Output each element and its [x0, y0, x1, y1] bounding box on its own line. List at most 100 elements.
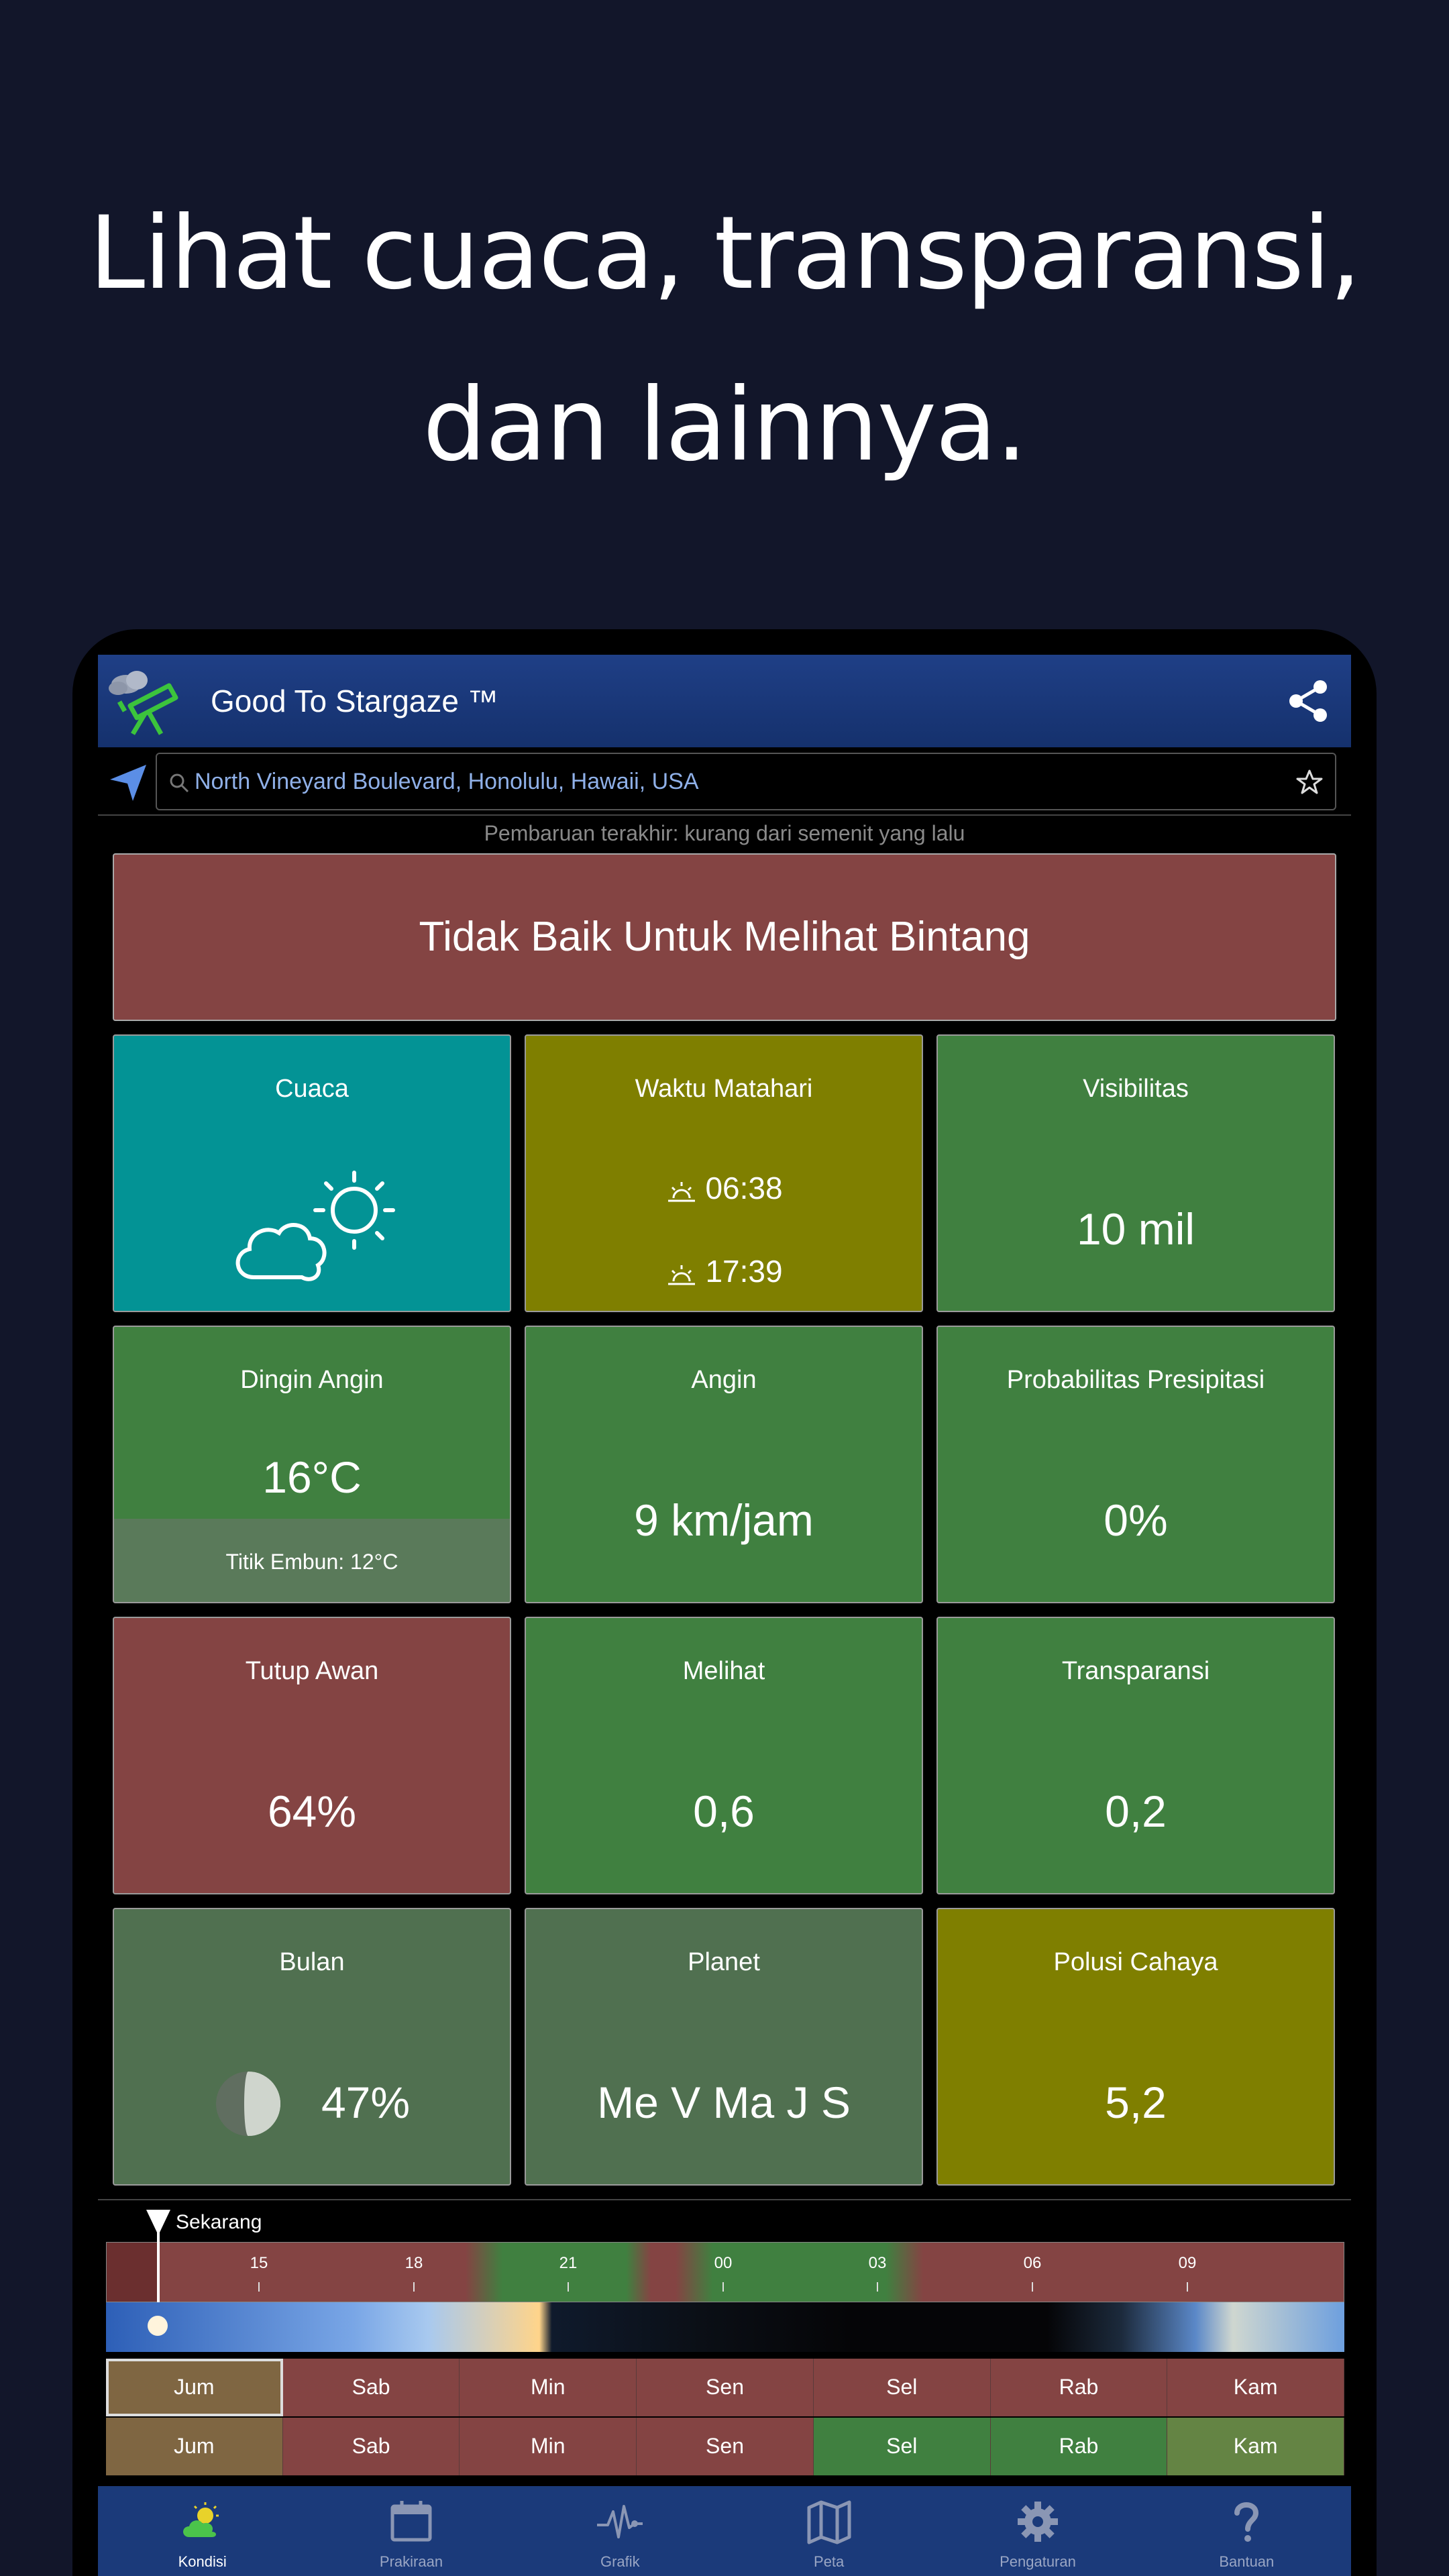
map-icon — [807, 2500, 851, 2544]
sun-times-label: Waktu Matahari — [635, 1075, 813, 1103]
timeline-tick-label: 00 — [714, 2254, 733, 2272]
transparency-tile[interactable]: Transparansi 0,2 — [936, 1617, 1335, 1894]
seeing-tile[interactable]: Melihat 0,6 — [525, 1617, 923, 1894]
headline: Lihat cuaca, transparansi, dan lainnya. — [0, 168, 1449, 511]
planets-value: Me V Ma J S — [597, 2078, 851, 2127]
help-icon — [1234, 2502, 1259, 2542]
moon-phase-icon — [216, 2072, 280, 2136]
sunrise-time: 06:38 — [705, 1171, 783, 1205]
precipitation-tile[interactable]: Probabilitas Presipitasi 0% — [936, 1326, 1335, 1603]
day-button[interactable]: Min — [460, 2418, 637, 2475]
weather-tile[interactable]: Cuaca — [113, 1034, 511, 1312]
stargazing-verdict-banner[interactable]: Tidak Baik Untuk Melihat Bintang — [113, 853, 1336, 1021]
wind-value: 9 km/jam — [634, 1495, 814, 1545]
now-line — [157, 2224, 160, 2352]
sun-position-icon — [148, 2316, 168, 2336]
day-button[interactable]: Rab — [990, 2418, 1168, 2475]
nav-label: Prakiraan — [379, 2553, 443, 2570]
telescope-logo-icon — [109, 671, 178, 735]
timeline-tick-label: 06 — [1023, 2254, 1042, 2272]
now-marker-icon[interactable] — [144, 2208, 173, 2238]
wind-chill-value: 16°C — [262, 1452, 362, 1502]
favorite-star-icon[interactable] — [1296, 769, 1323, 796]
nav-label: Grafik — [600, 2553, 640, 2570]
pulse-chart-icon — [597, 2505, 643, 2538]
sun-times-tile[interactable]: Waktu Matahari 06:38 17:39 — [525, 1034, 923, 1312]
location-search-value: North Vineyard Boulevard, Honolulu, Hawa… — [195, 769, 699, 794]
dew-point-text: Titik Embun: 12°C — [114, 1519, 510, 1602]
nav-tab-map[interactable]: Peta — [724, 2486, 933, 2576]
precipitation-value: 0% — [1104, 1495, 1168, 1545]
location-row: North Vineyard Boulevard, Honolulu, Hawa… — [98, 753, 1351, 813]
day-button[interactable]: Jum — [106, 2418, 283, 2475]
light-pollution-tile[interactable]: Polusi Cahaya 5,2 — [936, 1908, 1335, 2186]
visibility-label: Visibilitas — [1083, 1075, 1189, 1103]
app-bar: Good To Stargaze ™ — [98, 655, 1351, 747]
transparency-value: 0,2 — [1105, 1786, 1167, 1836]
app-title: Good To Stargaze ™ — [211, 684, 498, 718]
nav-tab-conditions[interactable]: Kondisi — [98, 2486, 307, 2576]
seeing-value: 0,6 — [693, 1786, 755, 1836]
day-button[interactable]: Min — [460, 2359, 637, 2416]
wind-tile[interactable]: Angin 9 km/jam — [525, 1326, 923, 1603]
now-label: Sekarang — [176, 2211, 262, 2233]
visibility-tile[interactable]: Visibilitas 10 mil — [936, 1034, 1335, 1312]
sunset-time: 17:39 — [705, 1254, 783, 1289]
seeing-label: Melihat — [682, 1657, 765, 1685]
precipitation-label: Probabilitas Presipitasi — [1006, 1366, 1265, 1394]
cloud-cover-tile[interactable]: Tutup Awan 64% — [113, 1617, 511, 1894]
moon-illumination-value: 47% — [321, 2078, 411, 2127]
headline-line-1: Lihat cuaca, transparansi, — [89, 195, 1362, 312]
visibility-value: 10 mil — [1076, 1204, 1195, 1254]
wind-label: Angin — [691, 1366, 757, 1394]
nav-tab-settings[interactable]: Pengaturan — [933, 2486, 1142, 2576]
wind-chill-tile[interactable]: Dingin Angin 16°C Titik Embun: 12°C — [113, 1326, 511, 1603]
cloud-cover-label: Tutup Awan — [245, 1657, 379, 1685]
nav-tab-forecast[interactable]: Prakiraan — [307, 2486, 515, 2576]
light-pollution-label: Polusi Cahaya — [1053, 1948, 1218, 1976]
day-button[interactable]: Kam — [1167, 2418, 1345, 2475]
timeline-tick — [413, 2282, 415, 2292]
day-selector-row-1: Jum Sab Min Sen Sel Rab Kam — [106, 2359, 1345, 2416]
planets-label: Planet — [688, 1948, 760, 1976]
day-button[interactable]: Rab — [990, 2359, 1168, 2416]
search-icon — [170, 773, 189, 793]
location-search-input[interactable]: North Vineyard Boulevard, Honolulu, Hawa… — [156, 753, 1336, 810]
nav-label: Bantuan — [1219, 2553, 1275, 2570]
day-button[interactable]: Sel — [813, 2359, 991, 2416]
sunset-icon — [668, 1265, 695, 1285]
partly-sunny-icon — [235, 1171, 395, 1281]
nav-tab-charts[interactable]: Grafik — [516, 2486, 724, 2576]
timeline-tick — [722, 2282, 724, 2292]
divider — [98, 2199, 1351, 2200]
sunrise-icon — [668, 1182, 695, 1202]
timeline-tick — [1032, 2282, 1033, 2292]
last-update-text: Pembaruan terakhir: kurang dari semenit … — [484, 821, 965, 845]
hourly-condition-band[interactable] — [106, 2242, 1344, 2302]
app-screen: Good To Stargaze ™ North Vineyard Boulev… — [98, 655, 1351, 2576]
weather-icon — [182, 2502, 219, 2537]
timeline-tick-label: 21 — [559, 2254, 578, 2272]
share-icon[interactable] — [1287, 679, 1331, 723]
timeline-tick — [568, 2282, 569, 2292]
headline-line-2: dan lainnya. — [423, 367, 1028, 484]
nav-label: Pengaturan — [1000, 2553, 1076, 2570]
day-button[interactable]: Sel — [813, 2418, 991, 2475]
nav-label: Peta — [814, 2553, 845, 2570]
transparency-label: Transparansi — [1061, 1657, 1210, 1685]
day-button[interactable]: Sab — [282, 2359, 460, 2416]
day-button[interactable]: Sen — [637, 2418, 814, 2475]
timeline-tick — [1187, 2282, 1188, 2292]
nav-tab-help[interactable]: Bantuan — [1142, 2486, 1351, 2576]
day-button[interactable]: Kam — [1167, 2359, 1345, 2416]
day-button[interactable]: Jum — [106, 2359, 283, 2416]
day-button[interactable]: Sen — [637, 2359, 814, 2416]
timeline-tick-label: 03 — [868, 2254, 887, 2272]
planets-tile[interactable]: Planet Me V Ma J S — [525, 1908, 923, 2186]
location-arrow-icon[interactable] — [106, 759, 150, 804]
bottom-navigation: Kondisi Prakiraan Grafik Peta — [98, 2486, 1351, 2576]
moon-tile[interactable]: Bulan 47% — [113, 1908, 511, 2186]
day-button[interactable]: Sab — [282, 2418, 460, 2475]
sky-brightness-strip — [106, 2302, 1344, 2352]
nav-label: Kondisi — [178, 2553, 227, 2570]
